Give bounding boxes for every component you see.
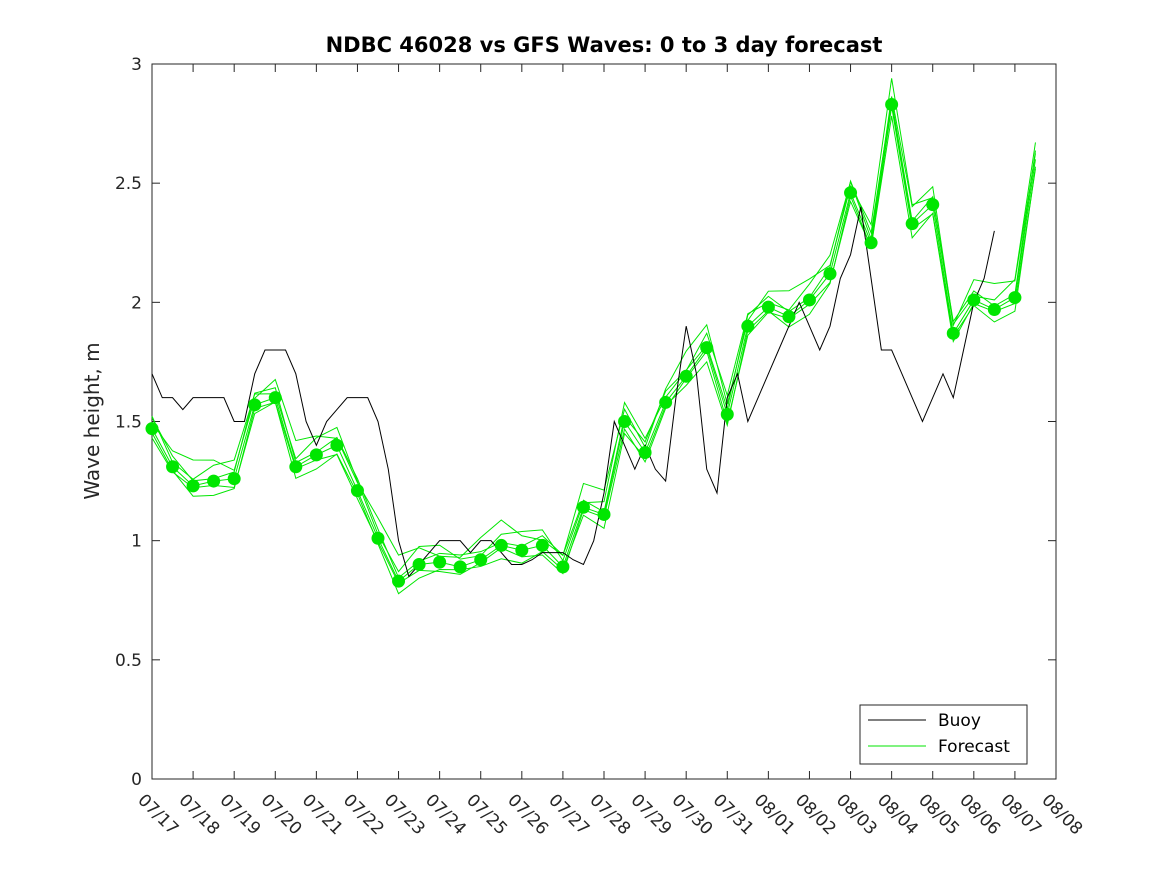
- forecast-line: [151, 96, 1036, 573]
- forecast-marker: [823, 267, 837, 281]
- forecast-marker: [905, 217, 919, 231]
- forecast-marker: [720, 407, 734, 421]
- forecast-marker: [885, 98, 899, 112]
- forecast-marker: [535, 538, 549, 552]
- forecast-marker: [392, 574, 406, 588]
- forecast-marker: [926, 198, 940, 212]
- buoy-line: [151, 206, 995, 578]
- forecast-marker: [761, 300, 775, 314]
- forecast-marker: [597, 507, 611, 521]
- y-axis-ticks: 0 0.5 1 1.5 2 2.5 3: [115, 55, 1056, 790]
- legend: Buoy Forecast: [859, 704, 1028, 765]
- forecast-marker: [659, 395, 673, 409]
- forecast-marker: [248, 398, 262, 412]
- forecast-marker: [494, 538, 508, 552]
- y-tick-label: 2.5: [115, 174, 142, 194]
- forecast-marker: [967, 293, 981, 307]
- forecast-marker: [227, 472, 241, 486]
- y-tick-label: 0.5: [115, 651, 142, 671]
- forecast-marker: [556, 560, 570, 574]
- forecast-marker: [166, 460, 180, 474]
- forecast-marker: [700, 341, 714, 355]
- forecast-marker: [987, 302, 1001, 316]
- forecast-marker: [330, 438, 344, 452]
- forecast-marker: [453, 560, 467, 574]
- forecast-marker: [145, 422, 159, 436]
- forecast-marker: [268, 391, 282, 405]
- forecast-marker: [433, 555, 447, 569]
- forecast-marker: [289, 460, 303, 474]
- forecast-marker: [515, 543, 529, 557]
- series-group: [145, 78, 1036, 595]
- y-axis-label: Wave height, m: [80, 342, 104, 499]
- forecast-marker: [679, 369, 693, 383]
- forecast-line: [151, 115, 1036, 595]
- forecast-marker: [371, 531, 385, 545]
- forecast-marker: [782, 310, 796, 324]
- axes-box: [151, 63, 1057, 780]
- y-tick-label: 3: [131, 55, 142, 75]
- forecast-marker: [350, 484, 364, 498]
- forecast-marker: [802, 293, 816, 307]
- forecast-marker: [576, 500, 590, 514]
- forecast-marker: [618, 415, 632, 428]
- forecast-marker: [309, 448, 323, 462]
- legend-forecast-label: Forecast: [938, 737, 1010, 757]
- forecast-marker: [741, 319, 755, 333]
- legend-buoy-label: Buoy: [938, 711, 981, 731]
- forecast-marker: [946, 326, 960, 340]
- forecast-marker: [474, 553, 488, 567]
- legend-box: [859, 704, 1028, 765]
- forecast-marker: [844, 186, 858, 200]
- forecast-marker: [638, 445, 652, 459]
- y-tick-label: 1: [131, 532, 142, 552]
- forecast-marker: [864, 236, 878, 250]
- y-tick-label: 2: [131, 293, 142, 313]
- plot-area: 00.511.522.53 07/1707/1807/1907/2007/210…: [115, 55, 1086, 839]
- chart-title: NDBC 46028 vs GFS Waves: 0 to 3 day fore…: [326, 33, 883, 57]
- forecast-marker: [412, 558, 426, 571]
- forecast-marker: [186, 479, 200, 493]
- forecast-marker: [1008, 291, 1022, 305]
- forecast-marker: [207, 474, 221, 488]
- y-tick-label: 0: [131, 770, 142, 790]
- y-tick-label: 1.5: [115, 413, 142, 433]
